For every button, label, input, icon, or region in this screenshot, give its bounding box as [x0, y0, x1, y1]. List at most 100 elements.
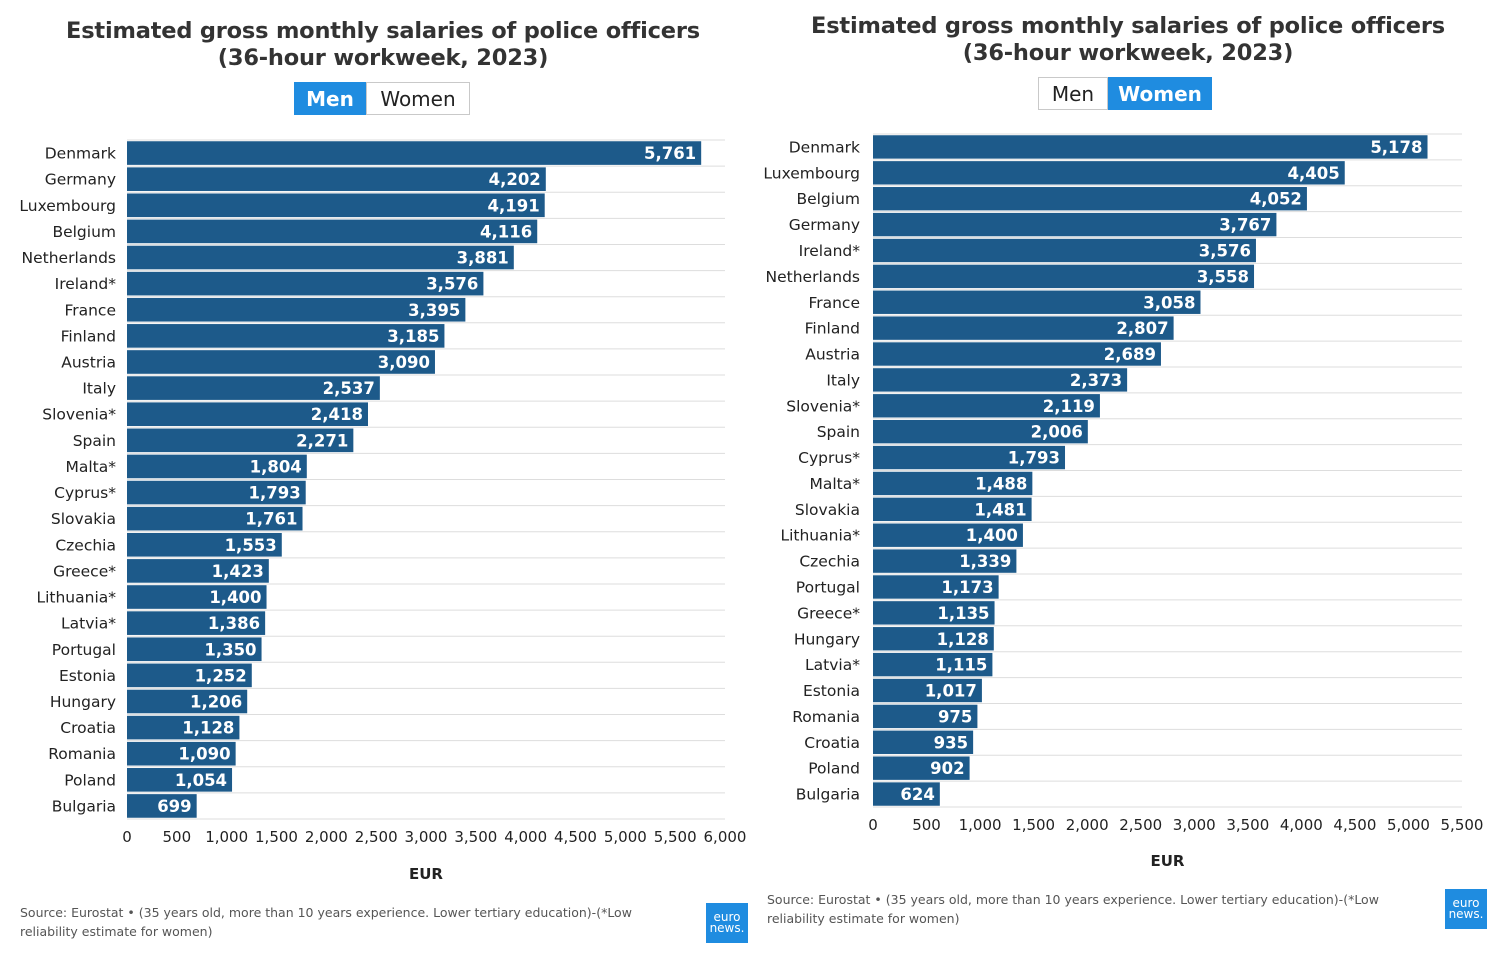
bar [873, 497, 1032, 522]
bar [873, 627, 994, 651]
category-label: Lithuania* [780, 527, 860, 545]
bar [873, 678, 982, 703]
x-tick-label: 1,500 [1012, 816, 1055, 834]
category-label: Estonia [803, 682, 860, 700]
bar [127, 376, 380, 400]
data-label: 3,558 [1197, 267, 1249, 286]
category-label: Portugal [796, 578, 860, 596]
bar [873, 290, 1201, 314]
bar [873, 394, 1100, 418]
data-label: 1,793 [1008, 449, 1060, 468]
category-label: Portugal [52, 641, 116, 659]
data-label: 1,128 [937, 630, 989, 649]
data-label: 2,271 [296, 431, 348, 450]
data-label: 3,058 [1143, 293, 1195, 312]
data-label: 902 [930, 759, 964, 778]
category-label: Germany [789, 216, 860, 234]
women-toggle-button[interactable]: Women [366, 82, 470, 115]
bar [873, 419, 1088, 444]
chart-title: Estimated gross monthly salaries of poli… [811, 13, 1445, 66]
x-axis-title: EUR [1151, 852, 1185, 870]
data-label: 3,576 [1199, 241, 1251, 260]
bar [127, 245, 514, 270]
category-label: Spain [817, 423, 860, 441]
bar [127, 428, 354, 453]
x-tick-label: 4,000 [504, 828, 547, 846]
category-label: Denmark [789, 138, 860, 156]
data-label: 3,576 [426, 275, 478, 294]
bar [127, 715, 240, 740]
bar [873, 523, 1023, 547]
bar [127, 141, 702, 165]
category-label: Poland [808, 760, 860, 778]
bar [873, 471, 1033, 496]
bar [873, 212, 1277, 237]
data-label: 2,373 [1070, 371, 1122, 390]
bar [873, 238, 1256, 263]
category-label: Bulgaria [796, 786, 860, 804]
bar [127, 611, 266, 635]
men-toggle-button[interactable]: Men [294, 82, 366, 115]
category-label: Lithuania* [36, 589, 116, 607]
data-label: 4,116 [480, 222, 532, 241]
data-label: 699 [157, 797, 191, 816]
category-label: Cyprus* [798, 449, 860, 467]
bar [127, 271, 484, 296]
x-tick-label: 3,500 [1226, 816, 1269, 834]
bar [873, 342, 1161, 366]
data-label: 1,761 [245, 510, 297, 529]
category-label: Cyprus* [54, 484, 116, 502]
men-toggle-button[interactable]: Men [1038, 77, 1108, 110]
source-note: Source: Eurostat • (35 years old, more t… [767, 892, 1379, 926]
data-label: 1,481 [974, 500, 1026, 519]
data-label: 3,185 [387, 327, 439, 346]
x-tick-label: 0 [122, 828, 132, 846]
category-label: Austria [61, 353, 116, 371]
category-label: Finland [805, 320, 860, 338]
data-label: 4,405 [1288, 164, 1340, 183]
data-label: 1,488 [975, 474, 1027, 493]
data-label: 1,090 [178, 745, 230, 764]
category-label: Poland [64, 771, 116, 789]
women-toggle-button[interactable]: Women [1108, 77, 1212, 110]
x-tick-label: 1,000 [959, 816, 1002, 834]
category-label: Greece* [53, 562, 116, 580]
category-label: Malta* [809, 475, 860, 493]
category-label: Romania [48, 745, 116, 763]
bar [873, 187, 1307, 211]
data-label: 5,761 [644, 144, 696, 163]
bar [127, 297, 466, 322]
category-label: Slovenia* [786, 397, 860, 415]
data-label: 2,119 [1043, 397, 1095, 416]
data-label: 975 [938, 707, 972, 726]
data-label: 1,128 [182, 719, 234, 738]
logo-text-bottom: news. [1448, 907, 1484, 921]
category-label: Germany [45, 171, 116, 189]
x-tick-label: 0 [868, 816, 878, 834]
data-label: 2,418 [311, 405, 363, 424]
data-label: 1,054 [175, 771, 227, 790]
x-tick-label: 500 [163, 828, 192, 846]
bar [127, 689, 248, 714]
data-label: 1,350 [204, 640, 256, 659]
logo-text-top: euro [713, 910, 741, 924]
category-label: Croatia [60, 719, 116, 737]
data-label: 4,052 [1250, 190, 1302, 209]
euronews-logo: euro news. [1445, 889, 1487, 929]
x-tick-label: 5,500 [1441, 816, 1484, 834]
category-label: Luxembourg [19, 197, 116, 215]
x-axis-title: EUR [409, 865, 443, 883]
data-label: 2,006 [1031, 423, 1083, 442]
category-label: Croatia [804, 734, 860, 752]
category-label: Latvia* [805, 656, 860, 674]
bar [873, 368, 1128, 392]
bar [127, 768, 233, 792]
bar [873, 756, 970, 780]
category-label: Romania [792, 708, 860, 726]
bar [873, 161, 1345, 185]
bar [127, 167, 546, 191]
logo-text-top: euro [1452, 896, 1480, 910]
x-tick-label: 5,000 [604, 828, 647, 846]
bar [873, 445, 1066, 470]
bar [127, 402, 368, 427]
